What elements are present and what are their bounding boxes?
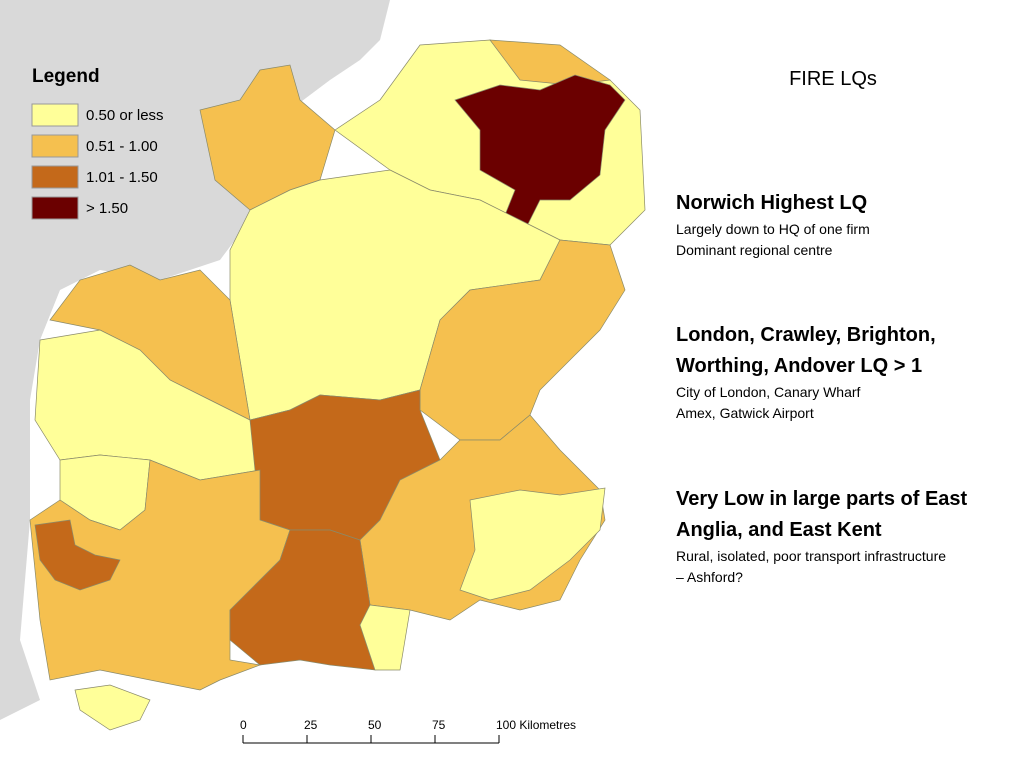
note-line: Amex, Gatwick Airport <box>676 405 814 421</box>
scale-label: 75 <box>432 718 446 732</box>
note-heading: London, Crawley, Brighton, Worthing, And… <box>676 324 936 377</box>
scale-label: 0 <box>240 718 247 732</box>
legend-label: 0.50 or less <box>86 107 164 124</box>
map: Legend 0.50 or less 0.51 - 1.00 1.01 - 1.5… <box>0 0 646 744</box>
regions <box>29 39 646 731</box>
note-heading: Very Low in large parts of East Anglia, … <box>676 488 968 541</box>
scale-label: 50 <box>368 718 382 732</box>
note-line: Rural, isolated, poor transport infrastr… <box>676 548 947 564</box>
legend-swatch <box>31 103 79 127</box>
region <box>229 529 376 671</box>
region <box>359 604 411 671</box>
legend-label: 0.51 - 1.00 <box>86 138 158 155</box>
note-line: Dominant regional centre <box>676 242 833 258</box>
region <box>34 519 121 591</box>
note-heading: Norwich Highest LQ <box>676 192 868 214</box>
region <box>459 487 606 601</box>
legend-swatch <box>31 165 79 189</box>
slide-title: FIRE LQs <box>789 68 877 90</box>
note: Very Low in large parts of East Anglia, … <box>676 484 996 588</box>
legend-label: 1.01 - 1.50 <box>86 169 158 186</box>
legend: Legend 0.50 or less 0.51 - 1.00 1.01 - 1.5… <box>31 66 164 220</box>
note-line: – Ashford? <box>676 569 743 585</box>
scale-label: 100 Kilometres <box>496 718 576 732</box>
legend-swatch <box>31 196 79 220</box>
scale-bar: 0 25 50 75 100 Kilometres <box>240 718 576 744</box>
note: Norwich Highest LQ Largely down to HQ of … <box>676 188 996 261</box>
region <box>454 74 626 231</box>
note-line: City of London, Canary Wharf <box>676 384 861 400</box>
sea <box>0 0 390 720</box>
region <box>74 684 151 731</box>
scale-label: 25 <box>304 718 318 732</box>
legend-title: Legend <box>32 66 100 87</box>
note: London, Crawley, Brighton, Worthing, And… <box>676 320 996 424</box>
note-line: Largely down to HQ of one firm <box>676 221 870 237</box>
legend-swatch <box>31 134 79 158</box>
legend-label: > 1.50 <box>86 200 128 217</box>
